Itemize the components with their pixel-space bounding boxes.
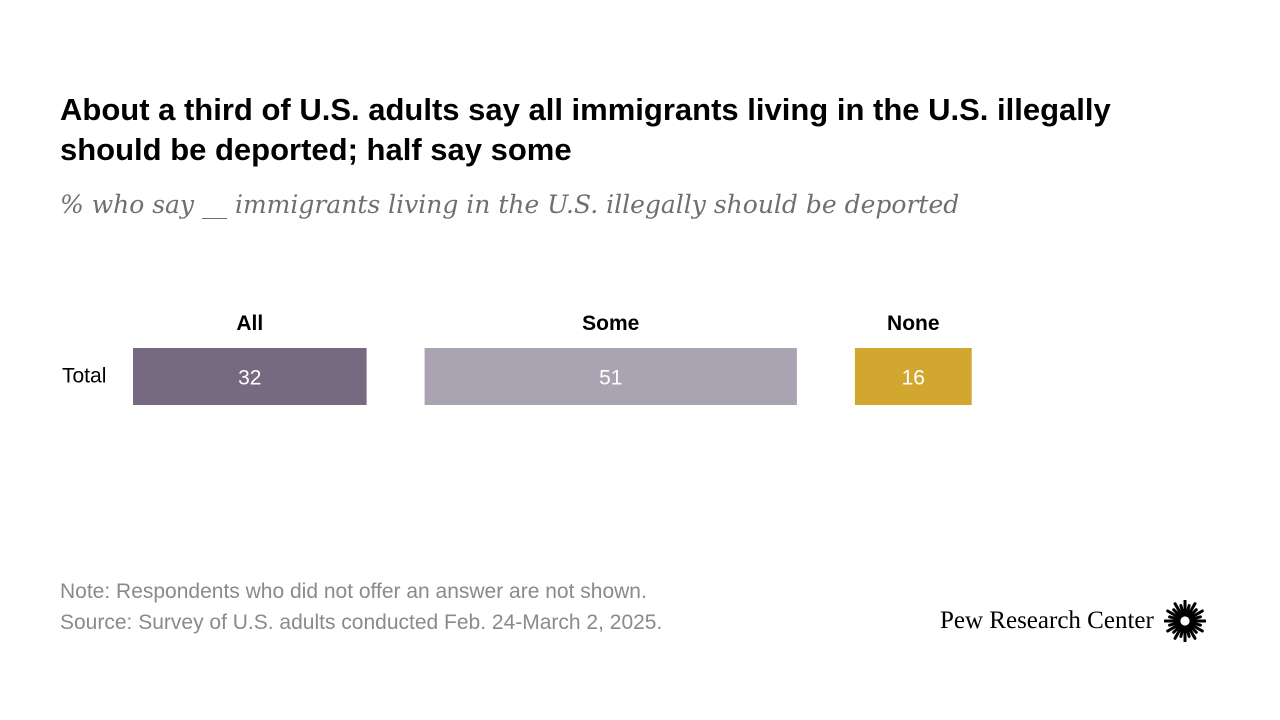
- data-label: 51: [599, 367, 622, 390]
- bar-all: [133, 348, 367, 405]
- legend-header-some: Some: [582, 312, 639, 335]
- bar-some: [424, 348, 797, 405]
- legend-header-all: All: [236, 312, 263, 335]
- legend-header-none: None: [887, 312, 940, 335]
- chart-footer: Note: Respondents who did not offer an a…: [60, 576, 662, 638]
- chart-title: About a third of U.S. adults say all imm…: [60, 92, 1111, 167]
- brand-logo: Pew Research Center: [940, 600, 1206, 642]
- category-label: Total: [62, 365, 106, 388]
- chart-subtitle: % who say __ immigrants living in the U.…: [60, 190, 960, 219]
- source-text: Source: Survey of U.S. adults conducted …: [60, 611, 663, 634]
- pew-starburst-icon: [1163, 600, 1206, 642]
- brand-name: Pew Research Center: [940, 607, 1154, 634]
- note-text: Note: Respondents who did not offer an a…: [60, 580, 647, 603]
- bar-none: [854, 348, 972, 405]
- data-label: 32: [238, 367, 261, 390]
- data-label: 16: [902, 367, 925, 390]
